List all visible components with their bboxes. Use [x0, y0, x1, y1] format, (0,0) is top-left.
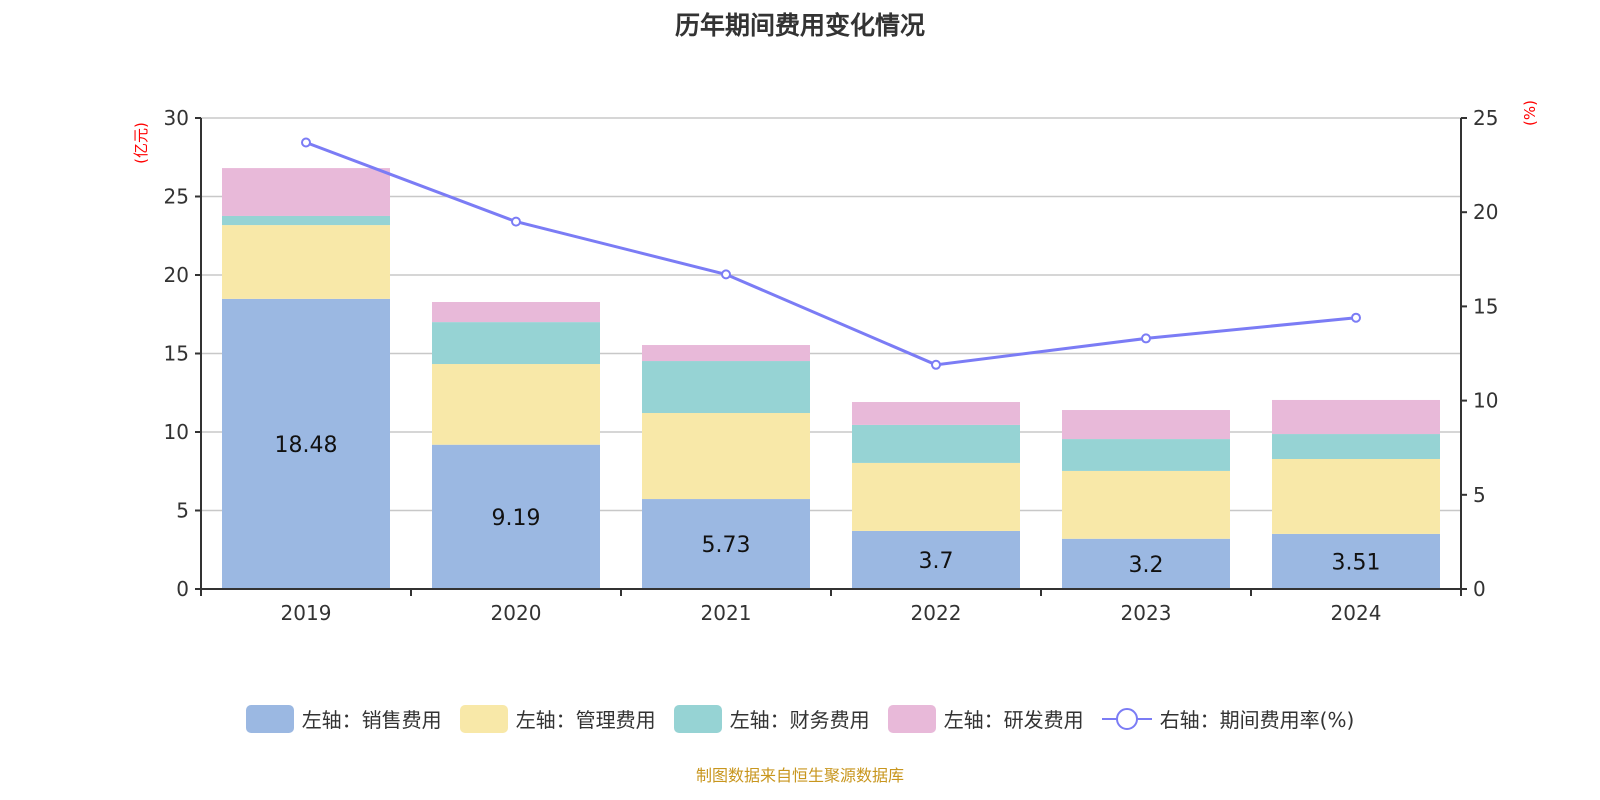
- bar-segment: [432, 444, 600, 589]
- bar-segment: [1272, 434, 1440, 460]
- bar-segment: [852, 462, 1020, 531]
- legend-label: 右轴：期间费用率(%): [1159, 708, 1355, 732]
- x-tick-label: 2019: [281, 601, 332, 625]
- bar-segment: [222, 215, 390, 226]
- bar-segment: [852, 424, 1020, 463]
- right-tick-label: 20: [1473, 200, 1498, 224]
- bar-segment: [1062, 410, 1230, 440]
- legend-label: 左轴：销售费用: [301, 708, 442, 732]
- line-series: [305, 141, 1357, 367]
- bar-segment: [1272, 533, 1440, 589]
- legend-label: 左轴：财务费用: [729, 708, 870, 732]
- left-tick-label: 15: [164, 342, 189, 366]
- bar-data-label: 18.48: [275, 433, 338, 458]
- bar-data-label: 5.73: [702, 533, 751, 558]
- legend-label: 左轴：研发费用: [943, 708, 1084, 732]
- legend-swatch: [673, 704, 722, 733]
- bar-segment: [1062, 538, 1230, 589]
- bar-segment: [1062, 439, 1230, 471]
- legend-item[interactable]: 左轴：财务费用: [673, 704, 870, 733]
- bar-segment: [432, 322, 600, 365]
- legend: 左轴：销售费用 左轴：管理费用 左轴：财务费用 左轴：研发费用 右轴：期间费用率(%): [0, 704, 1600, 733]
- legend-item[interactable]: 左轴：管理费用: [459, 704, 656, 733]
- right-tick-label: 10: [1473, 389, 1498, 413]
- bar-segment: [642, 413, 810, 500]
- legend-label: 左轴：管理费用: [515, 708, 656, 732]
- bar-segment: [222, 298, 390, 589]
- bar-data-label: 9.19: [492, 506, 541, 531]
- right-tick-label: 15: [1473, 294, 1498, 318]
- legend-swatch: [245, 704, 294, 733]
- bar-data-label: 3.2: [1129, 553, 1164, 578]
- left-tick-label: 30: [164, 106, 189, 130]
- line-point: [301, 137, 311, 148]
- bar-segment: [222, 225, 390, 299]
- line-point: [721, 269, 731, 280]
- legend-swatch: [1101, 707, 1152, 730]
- bar-segment: [432, 364, 600, 445]
- x-tick-label: 2022: [911, 601, 962, 625]
- bar-segment: [222, 168, 390, 216]
- bar-data-label: 3.51: [1332, 550, 1381, 575]
- left-tick-label: 10: [164, 420, 189, 444]
- right-tick-label: 0: [1473, 577, 1486, 601]
- left-tick-label: 20: [164, 263, 189, 287]
- bar-segment: [1062, 470, 1230, 539]
- legend-item[interactable]: 左轴：研发费用: [887, 704, 1084, 733]
- left-tick-label: 5: [176, 499, 189, 523]
- legend-swatch: [887, 704, 936, 733]
- bar-segment: [642, 499, 810, 589]
- x-tick-label: 2021: [701, 601, 752, 625]
- legend-item[interactable]: 右轴：期间费用率(%): [1101, 704, 1355, 733]
- x-tick-label: 2023: [1121, 601, 1172, 625]
- source-note: 制图数据来自恒生聚源数据库: [695, 766, 904, 785]
- right-tick-label: 25: [1473, 106, 1498, 130]
- bar-segment: [432, 302, 600, 323]
- bar-segment: [852, 530, 1020, 589]
- legend-item[interactable]: 左轴：销售费用: [245, 704, 442, 733]
- left-tick-label: 25: [164, 185, 189, 209]
- line-point: [1351, 312, 1361, 323]
- bar-data-label: 3.7: [919, 549, 954, 574]
- line-point: [1141, 333, 1151, 344]
- bar-segment: [852, 402, 1020, 425]
- bar-segment: [1272, 399, 1440, 435]
- right-axis-title: (%): [1521, 100, 1539, 126]
- chart-title: 历年期间费用变化情况: [674, 11, 925, 40]
- bar-segment: [1272, 459, 1440, 534]
- left-axis-title: (亿元): [132, 122, 150, 164]
- bar-segment: [642, 361, 810, 414]
- legend-swatch: [459, 704, 508, 733]
- right-tick-label: 5: [1473, 483, 1486, 507]
- x-tick-label: 2020: [491, 601, 542, 625]
- left-tick-label: 0: [176, 577, 189, 601]
- line-point: [931, 359, 941, 370]
- x-tick-label: 2024: [1331, 601, 1382, 625]
- line-point: [511, 216, 521, 227]
- bar-segment: [642, 345, 810, 362]
